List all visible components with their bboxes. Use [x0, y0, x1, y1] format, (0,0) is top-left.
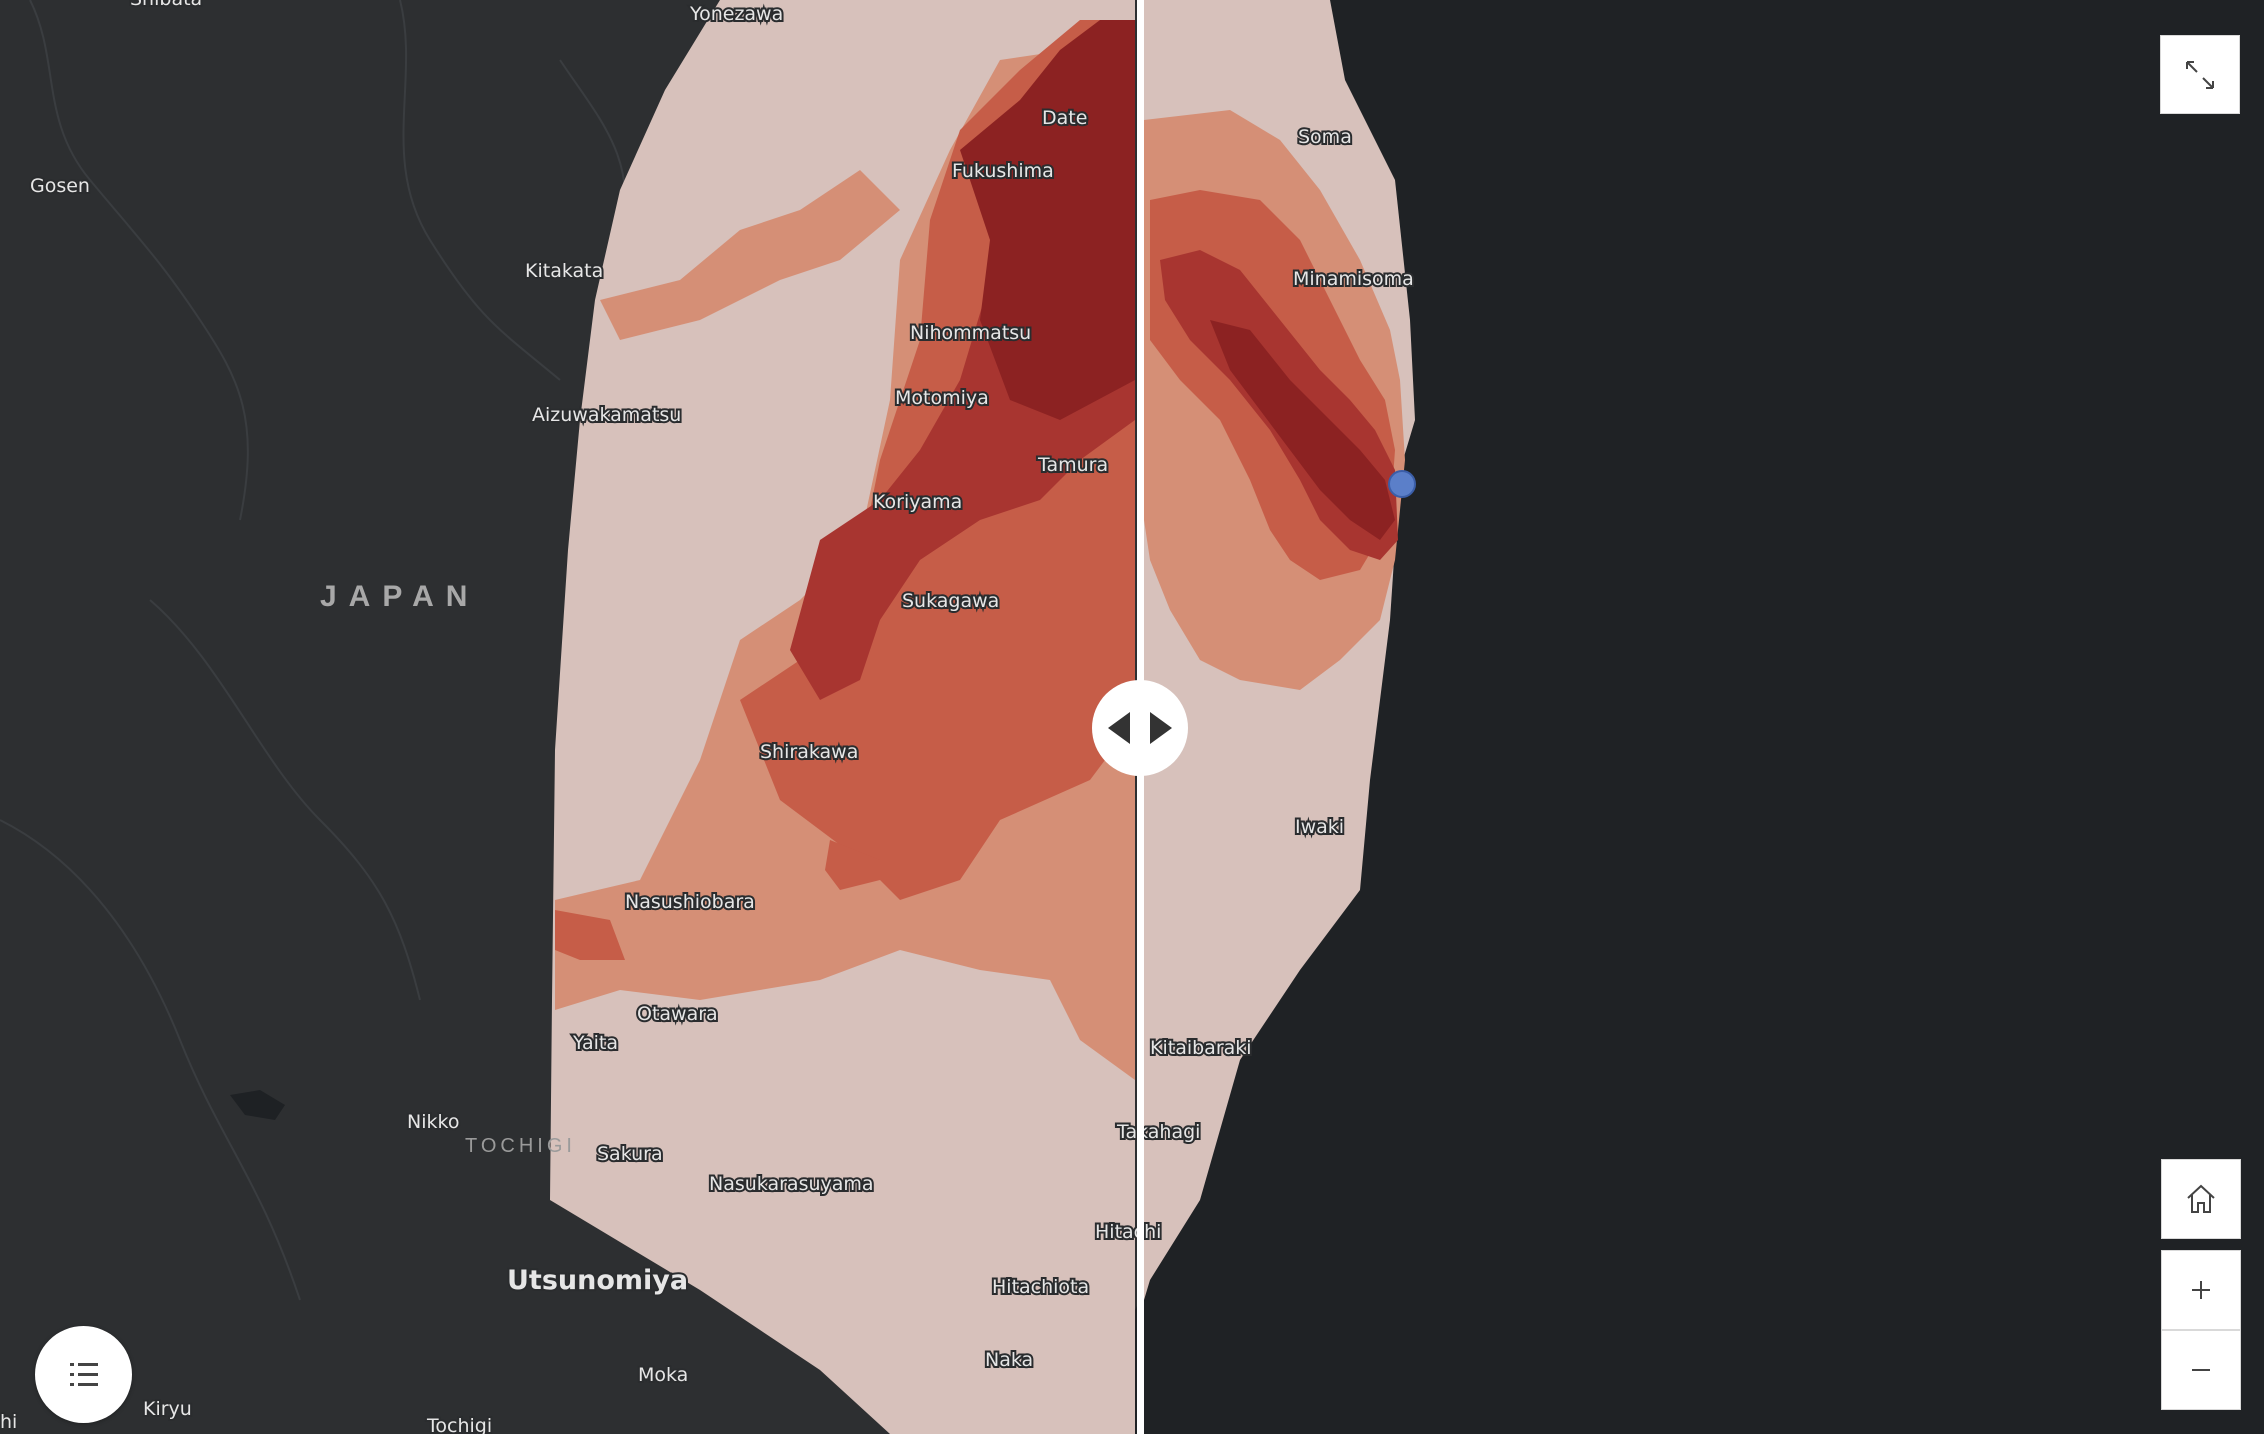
label-otawara: Otawara	[637, 1003, 718, 1025]
label-nihommatsu: Nihommatsu	[910, 322, 1031, 344]
label-date: Date	[1042, 107, 1087, 129]
label-tochigi: Tochigi	[426, 1415, 492, 1434]
ocean	[1080, 0, 2264, 1434]
left-radiation-layer	[550, 0, 1135, 1434]
expand-icon	[2186, 60, 2214, 89]
right-radiation-layer	[1144, 0, 1415, 1300]
home-icon	[2187, 1184, 2215, 1213]
label-gosen: Gosen	[30, 175, 90, 197]
label-nasushiobara: Nasushiobara	[625, 891, 755, 913]
label-motomiya: Motomiya	[895, 387, 989, 409]
label-koriyama: Koriyama	[873, 491, 962, 513]
label-tamura: Tamura	[1037, 454, 1108, 476]
label-nikko: Nikko	[407, 1111, 459, 1133]
label-nasukarasuyama: Nasukarasuyama	[709, 1173, 874, 1195]
label-sukagawa: Sukagawa	[902, 590, 999, 612]
list-icon	[69, 1362, 98, 1386]
label-edge: hi	[0, 1411, 17, 1433]
map-labels: Shibata Yonezawa Gosen Kitakata Aizuwaka…	[0, 0, 1416, 1434]
label-prefecture-tochigi: TOCHIGI	[465, 1135, 576, 1157]
label-shibata: Shibata	[130, 0, 202, 10]
plant-location-marker[interactable]	[1388, 470, 1416, 498]
zoom-out-button[interactable]	[2161, 1330, 2241, 1410]
label-aizuwakamatsu: Aizuwakamatsu	[532, 404, 681, 426]
label-minamisoma: Minamisoma	[1293, 268, 1414, 290]
label-region-japan: JAPAN	[320, 580, 479, 613]
minus-icon	[2192, 1369, 2210, 1371]
label-utsunomiya: Utsunomiya	[507, 1265, 688, 1296]
rivers	[0, 0, 627, 1301]
label-kiryu: Kiryu	[143, 1398, 192, 1420]
label-iwaki: Iwaki	[1295, 816, 1344, 838]
label-hitachi: Hitachi	[1095, 1221, 1161, 1243]
label-yonezawa: Yonezawa	[689, 3, 783, 25]
label-fukushima: Fukushima	[952, 160, 1054, 182]
swipe-handle[interactable]	[1092, 680, 1188, 776]
legend-button[interactable]	[35, 1326, 132, 1423]
label-soma: Soma	[1298, 126, 1352, 148]
label-kitakata: Kitakata	[525, 260, 603, 282]
label-yaita: Yaita	[572, 1032, 618, 1054]
label-kitaibaraki: Kitaibaraki	[1150, 1037, 1252, 1059]
label-naka: Naka	[985, 1349, 1033, 1371]
chuzenji-lake	[230, 1090, 285, 1120]
plus-icon	[2192, 1281, 2210, 1299]
label-hitachiota: Hitachiota	[992, 1276, 1089, 1298]
home-button[interactable]	[2161, 1159, 2241, 1239]
label-sakura: Sakura	[597, 1143, 663, 1165]
fullscreen-button[interactable]	[2160, 35, 2240, 114]
swipe-arrows-icon	[1108, 712, 1172, 744]
label-takahagi: Takahagi	[1116, 1121, 1200, 1143]
label-shirakawa: Shirakawa	[760, 741, 858, 763]
label-moka: Moka	[638, 1364, 688, 1386]
zoom-in-button[interactable]	[2161, 1250, 2241, 1330]
